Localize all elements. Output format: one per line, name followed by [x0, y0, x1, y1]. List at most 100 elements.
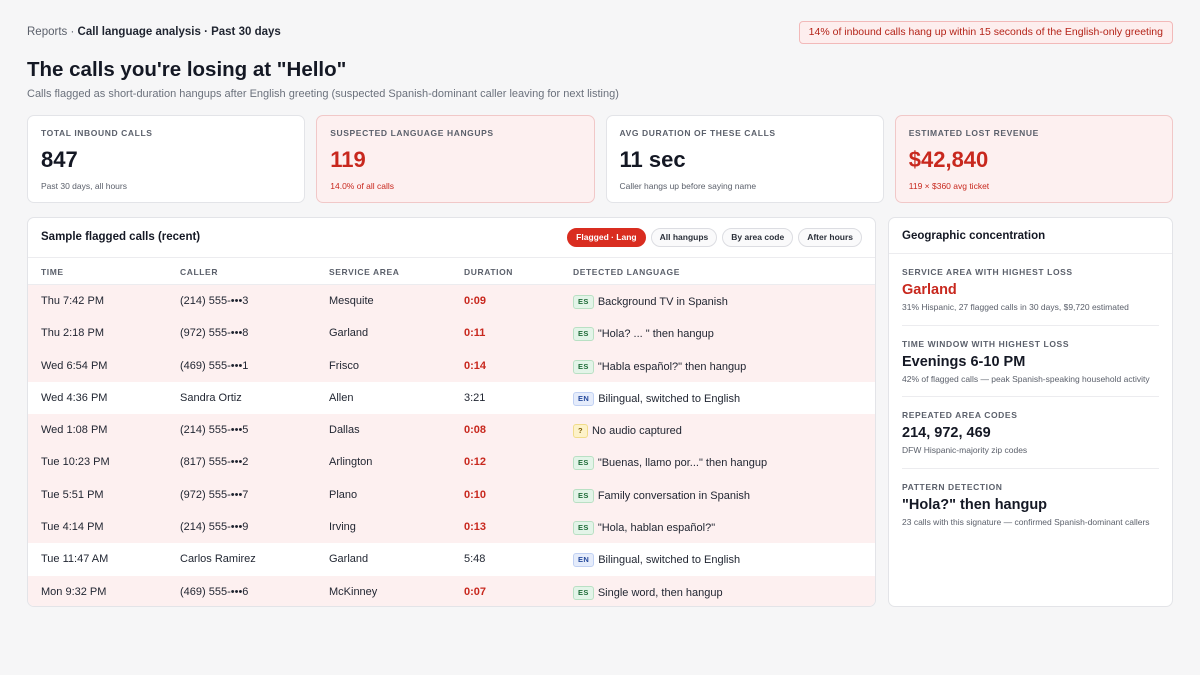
top-bar: Reports · Call language analysis · Past …	[27, 20, 1173, 46]
breadcrumb-root[interactable]: Reports	[27, 26, 68, 38]
stat-label: AVG DURATION OF THESE CALLS	[619, 128, 776, 138]
language-badge: ES	[573, 327, 594, 342]
language-badge: ES	[573, 585, 594, 600]
page-title: The calls you're losing at "Hello"	[27, 58, 347, 81]
cell-service-area: McKinney	[329, 585, 378, 598]
stat-value: 11 sec	[619, 147, 686, 172]
table-row[interactable]: Thu 2:18 PM (972) 555-•••8 Garland 0:11 ES "H…	[28, 317, 875, 350]
cell-detected-language: ES "Hola, hablan español?"	[573, 521, 716, 536]
table-row[interactable]: Wed 1:08 PM (214) 555-•••5 Dallas 0:08? No a…	[28, 414, 875, 447]
stat-label: ESTIMATED LOST REVENUE	[908, 128, 1039, 138]
insight-label: SERVICE AREA WITH HIGHEST LOSS	[902, 267, 1073, 277]
cell-caller: (972) 555-•••7	[180, 488, 249, 501]
cell-caller: (817) 555-•••2	[180, 456, 249, 469]
column-header-caller[interactable]: CALLER	[180, 267, 219, 277]
table-row[interactable]: Tue 4:14 PM (214) 555-•••9 Irving 0:13 ES "Ho…	[28, 511, 875, 544]
cell-service-area: Plano	[329, 488, 358, 501]
language-badge: ES	[573, 521, 594, 536]
insight-value: 214, 972, 469	[902, 425, 991, 441]
language-description: Family conversation in Spanish	[597, 489, 751, 502]
cell-time: Wed 1:08 PM	[41, 424, 108, 437]
filter-by-area-code[interactable]: By area code	[722, 228, 794, 247]
cell-time: Tue 5:51 PM	[41, 488, 104, 501]
language-description: Single word, then hangup	[597, 586, 723, 599]
stat-card-avg-duration: AVG DURATION OF THESE CALLS 11 sec Calle…	[605, 115, 884, 203]
cell-detected-language: EN Bilingual, switched to English	[573, 391, 740, 406]
cell-service-area: Garland	[329, 327, 369, 340]
language-description: Bilingual, switched to English	[598, 554, 741, 567]
insight-value: Garland	[902, 282, 957, 298]
geo-concentration-panel: Geographic concentration SERVICE AREA WI…	[888, 217, 1173, 607]
cell-time: Wed 6:54 PM	[41, 359, 108, 372]
cell-detected-language: ES Single word, then hangup	[573, 585, 723, 600]
language-badge: ES	[573, 488, 594, 503]
stat-value: 119	[330, 147, 366, 172]
column-header-duration[interactable]: DURATION	[464, 267, 514, 277]
cell-caller: (469) 555-•••6	[180, 585, 249, 598]
column-header-service-area[interactable]: SERVICE AREA	[329, 267, 400, 277]
insight-highest-loss-area: SERVICE AREA WITH HIGHEST LOSS Garland 3…	[902, 254, 1159, 326]
insight-label: PATTERN DETECTION	[902, 481, 1003, 492]
side-panel-header: Geographic concentration	[889, 218, 1172, 254]
stat-card-total-calls: TOTAL INBOUND CALLS 847 Past 30 days, al…	[27, 115, 306, 203]
cell-time: Tue 10:23 PM	[41, 456, 110, 469]
stat-note: Past 30 days, all hours	[41, 181, 127, 191]
cell-time: Thu 7:42 PM	[41, 295, 104, 307]
insight-detail: 31% Hispanic, 27 flagged calls in 30 day…	[902, 302, 1129, 312]
cell-duration: 0:14	[464, 359, 487, 372]
cell-duration: 0:11	[464, 327, 486, 340]
insight-label: REPEATED AREA CODES	[902, 410, 1018, 420]
cell-time: Tue 11:47 AM	[41, 553, 109, 566]
cell-detected-language: EN Bilingual, switched to English	[573, 553, 741, 568]
filter-all-hangups[interactable]: All hangups	[650, 228, 718, 247]
table-row[interactable]: Wed 4:36 PM Sandra Ortiz Allen 3:21 EN Biling…	[28, 382, 875, 414]
cell-detected-language: ES "Hola? ... " then hangup	[573, 327, 714, 342]
language-badge: EN	[573, 391, 595, 406]
table-row[interactable]: Tue 5:51 PM (972) 555-•••7 Plano 0:10 ES Fami…	[28, 478, 875, 512]
language-description: "Hola, hablan español?"	[597, 522, 716, 535]
cell-caller: (972) 555-•••8	[180, 327, 249, 340]
column-header-language[interactable]: DETECTED LANGUAGE	[573, 267, 681, 277]
insight-detail: DFW Hispanic-majority zip codes	[902, 445, 1028, 455]
cell-duration: 3:21	[464, 391, 486, 404]
side-panel-title: Geographic concentration	[902, 230, 1046, 242]
cell-time: Thu 2:18 PM	[41, 327, 104, 340]
cell-service-area: Frisco	[329, 359, 359, 372]
table-row[interactable]: Tue 10:23 PM (817) 555-•••2 Arlington 0:12 E…	[28, 446, 875, 479]
column-header-time[interactable]: TIME	[41, 267, 64, 277]
stat-label: TOTAL INBOUND CALLS	[41, 128, 153, 138]
filter-flagged-lang[interactable]: Flagged · Lang	[567, 228, 646, 247]
insight-area-codes: REPEATED AREA CODES 214, 972, 469 DFW Hi…	[902, 397, 1159, 469]
stat-label: SUSPECTED LANGUAGE HANGUPS	[330, 128, 494, 138]
cell-duration: 0:13	[464, 521, 487, 534]
stat-card-language-hangups: SUSPECTED LANGUAGE HANGUPS 119 14.0% of …	[316, 115, 595, 203]
cell-service-area: Garland	[329, 553, 369, 566]
stat-note: Caller hangs up before saying name	[619, 181, 757, 191]
stat-cards: TOTAL INBOUND CALLS 847 Past 30 days, al…	[27, 115, 1173, 203]
language-badge: ?	[573, 424, 588, 439]
alert-banner: 14% of inbound calls hang up within 15 s…	[798, 21, 1173, 44]
cell-duration: 0:07	[464, 585, 487, 598]
cell-caller: (469) 555-•••1	[180, 359, 249, 372]
language-description: "Habla español?" then hangup	[597, 360, 747, 373]
language-description: Background TV in Spanish	[597, 296, 728, 308]
panel-header: Sample flagged calls (recent) Flagged · …	[28, 218, 875, 258]
cell-time: Tue 4:14 PM	[41, 521, 104, 534]
cell-detected-language: ES Family conversation in Spanish	[573, 488, 751, 503]
cell-service-area: Arlington	[329, 456, 373, 469]
cell-service-area: Irving	[329, 521, 356, 534]
cell-caller: (214) 555-•••9	[180, 521, 249, 534]
cell-duration: 5:48	[464, 553, 486, 566]
filter-after-hours[interactable]: After hours	[798, 228, 862, 247]
insight-highest-loss-time: TIME WINDOW WITH HIGHEST LOSS Evenings 6…	[902, 326, 1159, 397]
cell-caller: Sandra Ortiz	[180, 391, 242, 404]
table-row[interactable]: Tue 11:47 AM Carlos Ramirez Garland 5:48 EN B…	[28, 543, 875, 575]
table-row[interactable]: Wed 6:54 PM (469) 555-•••1 Frisco 0:14 ES "Ha…	[28, 349, 875, 382]
table-row[interactable]: Thu 7:42 PM (214) 555-•••3 Mesquite 0:09 ES B…	[28, 285, 875, 318]
table-row[interactable]: Mon 9:32 PM (469) 555-•••6 McKinney 0:07 ES S…	[28, 575, 875, 606]
cell-detected-language: ? No audio captured	[573, 424, 682, 439]
language-badge: ES	[573, 359, 594, 374]
stat-value: $42,840	[908, 147, 989, 172]
stat-value: 847	[41, 147, 78, 172]
cell-time: Mon 9:32 PM	[41, 585, 107, 598]
